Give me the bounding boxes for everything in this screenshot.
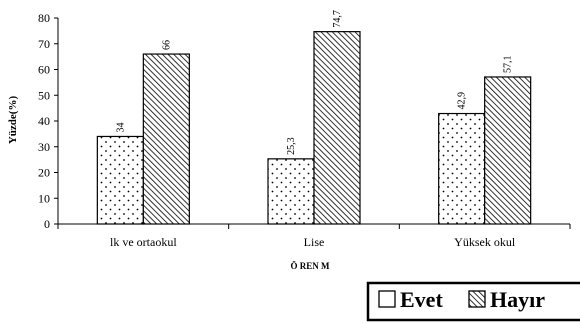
legend-swatch-hayir [468, 290, 486, 308]
y-tick-label: 50 [38, 88, 50, 102]
legend-swatch-evet [378, 290, 396, 308]
x-tick-label: Yüksek okul [454, 235, 516, 249]
legend-label-evet: Evet [400, 287, 443, 312]
y-tick-label: 10 [38, 191, 50, 205]
y-tick-label: 30 [38, 140, 50, 154]
legend-label-hayir: Hayır [490, 287, 545, 312]
y-tick-label: 70 [38, 37, 50, 51]
bar-hayir [313, 31, 361, 225]
y-axis-title: Yüzde(%) [7, 96, 19, 145]
x-axis-title: Ö REN M [291, 261, 331, 271]
y-tick-label: 80 [38, 11, 50, 25]
data-label-evet: 34 [115, 122, 126, 132]
x-tick-label: lk ve ortaokul [110, 235, 177, 249]
bar-hayir [484, 76, 532, 225]
y-tick-label: 40 [38, 114, 50, 128]
data-label-hayir: 66 [161, 40, 172, 50]
data-label-hayir: 74,7 [332, 10, 343, 28]
data-label-hayir: 57,1 [503, 55, 514, 72]
y-tick-label: 60 [38, 63, 50, 77]
axes: 0 10 20 30 40 50 60 70 80 lk ve ortaokul Lise Yükse… [38, 11, 571, 249]
legend: Evet Hayır [366, 281, 580, 322]
bars: 34 66 25,3 74,7 42,9 57,1 [96, 10, 532, 225]
bar-evet [267, 158, 315, 225]
bar-evet [438, 112, 486, 225]
data-label-evet: 25,3 [286, 137, 297, 155]
data-label-evet: 42,9 [457, 92, 468, 110]
y-tick-label: 0 [44, 217, 50, 231]
legend-frame [366, 281, 580, 322]
bar-evet [96, 135, 144, 225]
y-tick-label: 20 [38, 166, 50, 180]
x-tick-label: Lise [304, 235, 325, 249]
bar-hayir [142, 53, 190, 225]
